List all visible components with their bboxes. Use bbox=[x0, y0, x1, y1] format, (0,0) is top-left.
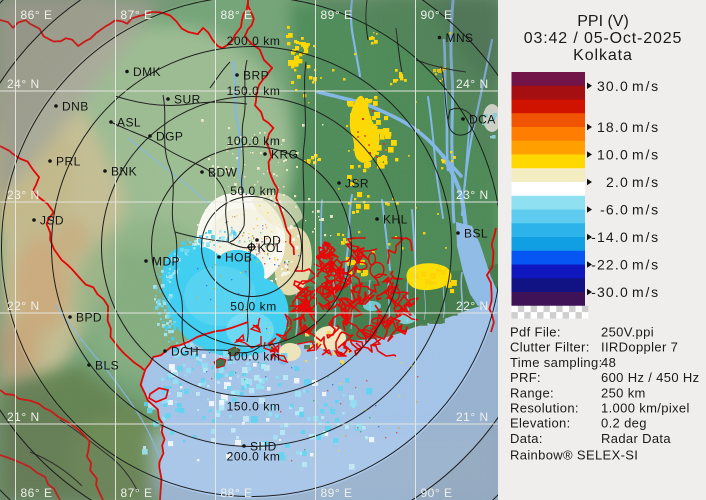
svg-text:-14.0: -14.0 bbox=[591, 229, 629, 245]
svg-text:Range:: Range: bbox=[510, 385, 554, 400]
svg-text:0.2 deg: 0.2 deg bbox=[601, 416, 647, 431]
svg-text:1.000 km/pixel: 1.000 km/pixel bbox=[601, 401, 690, 416]
svg-text:2.0: 2.0 bbox=[606, 174, 629, 190]
svg-text:PPI (V): PPI (V) bbox=[577, 13, 629, 30]
svg-text:250V.ppi: 250V.ppi bbox=[601, 325, 654, 340]
svg-text:m/s: m/s bbox=[632, 147, 660, 163]
svg-text:Rainbow® SELEX-SI: Rainbow® SELEX-SI bbox=[510, 447, 638, 462]
svg-text:Kolkata: Kolkata bbox=[573, 47, 633, 64]
svg-text:m/s: m/s bbox=[632, 202, 660, 218]
svg-text:m/s: m/s bbox=[632, 257, 660, 273]
svg-text:m/s: m/s bbox=[632, 119, 660, 135]
svg-text:Elevation:: Elevation: bbox=[510, 416, 571, 431]
svg-text:48: 48 bbox=[601, 355, 616, 370]
svg-text:10.0: 10.0 bbox=[597, 147, 629, 163]
svg-text:-30.0: -30.0 bbox=[591, 284, 629, 300]
svg-text:Radar Data: Radar Data bbox=[601, 431, 671, 446]
svg-text:m/s: m/s bbox=[632, 229, 660, 245]
svg-text:Pdf File:: Pdf File: bbox=[510, 325, 561, 340]
svg-text:m/s: m/s bbox=[632, 78, 660, 94]
svg-text:IIRDoppler 7: IIRDoppler 7 bbox=[601, 340, 678, 355]
svg-text:-22.0: -22.0 bbox=[591, 257, 629, 273]
svg-text:18.0: 18.0 bbox=[597, 119, 629, 135]
svg-text:Resolution:: Resolution: bbox=[510, 401, 579, 416]
svg-text:03:42 / 05-Oct-2025: 03:42 / 05-Oct-2025 bbox=[524, 30, 682, 47]
svg-text:Clutter Filter:: Clutter Filter: bbox=[510, 340, 590, 355]
svg-text:250 km: 250 km bbox=[601, 385, 646, 400]
svg-text:30.0: 30.0 bbox=[597, 78, 629, 94]
svg-text:PRF:: PRF: bbox=[510, 370, 541, 385]
svg-text:Time sampling:: Time sampling: bbox=[510, 355, 603, 370]
svg-text:Data:: Data: bbox=[510, 431, 543, 446]
svg-text:m/s: m/s bbox=[632, 174, 660, 190]
svg-text:-6.0: -6.0 bbox=[600, 202, 629, 218]
svg-text:600 Hz / 450 Hz: 600 Hz / 450 Hz bbox=[601, 370, 699, 385]
svg-text:m/s: m/s bbox=[632, 284, 660, 300]
